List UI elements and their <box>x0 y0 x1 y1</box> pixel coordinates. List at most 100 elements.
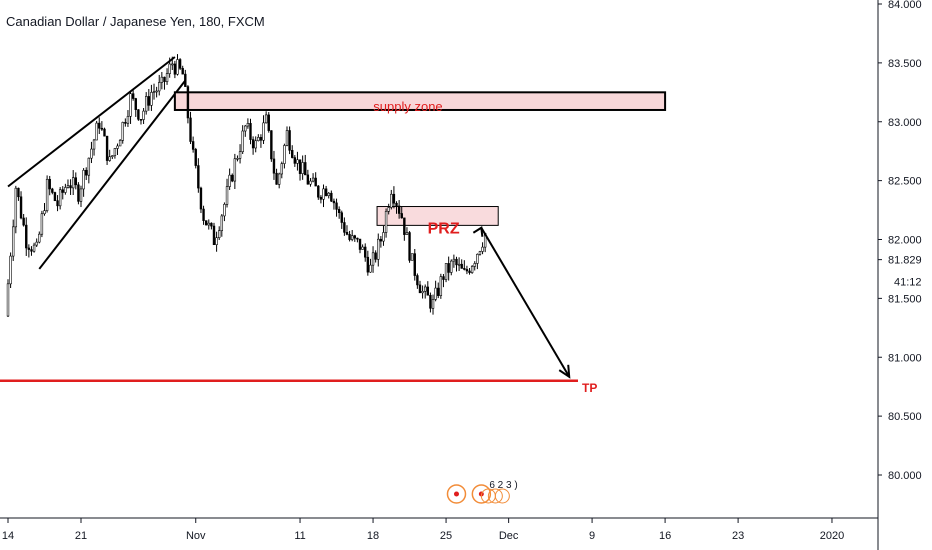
candle-up <box>478 251 482 255</box>
candle-up <box>390 193 393 208</box>
candle-up <box>58 189 62 207</box>
candle-down <box>267 114 270 131</box>
candle-down <box>330 192 333 202</box>
candle-down <box>212 225 216 246</box>
candle-down <box>366 256 370 273</box>
candle-up <box>246 123 250 127</box>
candle-down <box>231 174 234 182</box>
candle-down <box>51 188 54 193</box>
annotation-layer: TP 6 2 3 ) <box>0 226 597 504</box>
x-axis[interactable]: 14 21 Nov 11 18 25 Dec 9 16 23 2020 <box>0 517 878 542</box>
y-axis[interactable]: 84.000 83.500 83.000 82.500 82.000 81.500 81.0… <box>877 0 922 550</box>
prz-zone-label: PRZ <box>428 220 460 237</box>
candle-down <box>124 122 127 124</box>
projection-arrow-head <box>558 364 571 379</box>
candle-up <box>382 232 385 242</box>
candle-down <box>270 130 273 160</box>
candle-down <box>463 268 466 270</box>
candle-down <box>30 249 33 252</box>
candle-up <box>384 211 388 233</box>
candle-down <box>178 59 182 69</box>
candle-up <box>257 137 260 142</box>
candle-down <box>137 109 140 120</box>
candle-down <box>345 232 349 235</box>
candle-up <box>176 59 179 75</box>
candle-up <box>238 151 242 159</box>
candle-down <box>56 200 59 207</box>
candle-up <box>45 178 49 211</box>
candle-down <box>22 217 25 226</box>
candle-down <box>429 294 432 309</box>
candle-down <box>413 253 416 276</box>
candle-up <box>450 260 453 273</box>
candle-up <box>264 114 268 124</box>
candle-down <box>103 128 106 137</box>
event-marker-stack <box>487 488 503 504</box>
candle-up <box>207 222 210 226</box>
event-marker-dot <box>453 491 459 497</box>
candle-down <box>353 235 356 239</box>
candle-down <box>184 73 187 87</box>
candle-down <box>317 185 320 198</box>
candle-up <box>126 115 130 124</box>
supply-zone-box[interactable] <box>173 91 667 111</box>
candle-up <box>405 232 409 235</box>
y-tick-label: 82.500 <box>888 176 922 188</box>
candle-up <box>236 158 239 160</box>
candle-down <box>17 187 20 198</box>
projection-arrow-line[interactable] <box>480 227 571 378</box>
candle-up <box>14 187 18 228</box>
candle-down <box>25 224 28 249</box>
x-tick-label: Nov <box>186 530 206 542</box>
candle-up <box>285 130 289 146</box>
projection-arrow-tail-head <box>472 226 484 237</box>
candle-down <box>181 68 184 75</box>
channel-upper-line[interactable] <box>7 56 176 188</box>
x-tick-label: 25 <box>440 530 452 542</box>
candle-down <box>324 188 328 197</box>
candle-down <box>379 238 383 242</box>
candle-down <box>48 178 51 190</box>
x-tick-label: 16 <box>659 530 671 542</box>
y-tick-label: 81.500 <box>888 293 922 305</box>
candle-down <box>163 76 166 82</box>
candle-up <box>118 140 122 147</box>
candle-down <box>194 149 197 166</box>
candle-down <box>197 165 200 189</box>
candle-up <box>361 246 364 250</box>
candle-up <box>38 233 41 243</box>
candle-down <box>335 202 338 210</box>
candle-down <box>291 150 294 158</box>
candle-down <box>249 123 252 140</box>
candle-down <box>275 172 278 185</box>
candle-up <box>160 76 164 83</box>
candle-up <box>43 210 46 215</box>
candle-up <box>311 177 315 182</box>
candle-down <box>77 184 80 202</box>
candle-up <box>144 96 148 112</box>
candle-up <box>87 157 91 176</box>
y-tick-label: 80.000 <box>888 470 922 482</box>
candle-down <box>100 127 104 130</box>
candle-down <box>455 258 458 266</box>
candle-up <box>241 130 244 153</box>
candle-up <box>444 263 448 280</box>
y-tick-label: 83.500 <box>888 58 922 70</box>
y-tick-label: 83.000 <box>888 117 922 129</box>
candle-up <box>244 125 247 132</box>
candle-up <box>113 148 117 157</box>
candle-down <box>134 98 137 110</box>
candle-up <box>121 122 124 141</box>
candle-down <box>447 263 450 273</box>
candle-up <box>171 63 174 66</box>
prz-zone-box[interactable] <box>376 206 499 226</box>
candle-down <box>210 222 213 227</box>
candle-down <box>74 177 77 186</box>
channel-lower-line[interactable] <box>38 79 187 270</box>
candle-up <box>473 263 476 267</box>
x-tick-label: 23 <box>732 530 744 542</box>
candle-up <box>152 91 156 93</box>
candle-up <box>476 253 479 264</box>
candle-up <box>233 158 237 182</box>
